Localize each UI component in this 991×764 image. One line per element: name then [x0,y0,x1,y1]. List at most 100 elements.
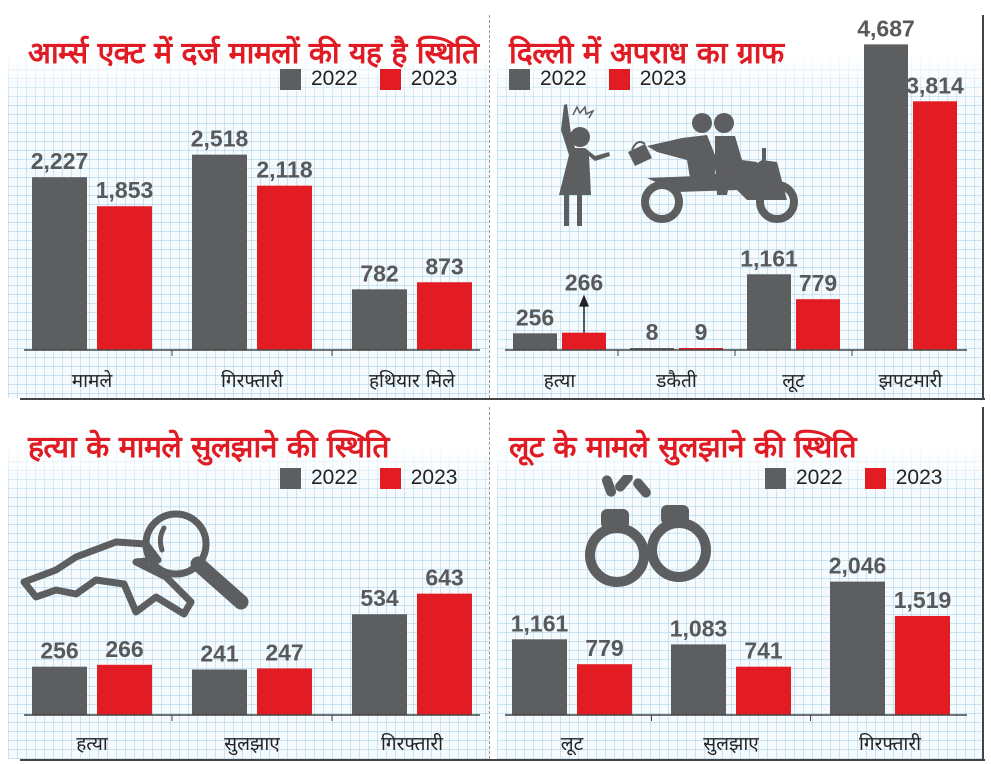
value-label: 2,046 [829,553,887,579]
legend: 2022 2023 [280,466,471,490]
category-label: हत्या [76,733,109,755]
chart-title: दिल्ली में अपराध का ग्राफ [509,36,784,71]
bar-2023 [796,299,840,350]
bar-2022 [671,644,726,715]
value-label: 241 [200,641,239,667]
legend: 2022 2023 [509,67,700,91]
value-label: 741 [744,638,783,664]
value-label: 247 [265,639,303,665]
bar-2022 [630,348,674,350]
legend-swatch-2023 [608,68,630,90]
legend-label-2022: 2022 [796,466,843,489]
value-label: 779 [585,635,623,661]
legend-label-2023: 2023 [639,67,687,90]
bar-2022 [32,177,87,350]
value-label: 256 [516,304,554,330]
value-label: 4,687 [857,15,915,41]
legend: 2022 2023 [765,466,956,490]
legend-item-2023: 2023 [379,466,458,490]
legend-item-2023: 2023 [608,67,687,91]
value-label: 2,227 [31,148,89,174]
value-label: 256 [40,638,78,664]
value-label: 1,083 [670,615,728,641]
bar-chart: 1,161 779 लूट 1,083 741 सुलझाए 2,046 1,519 गिरफ्… [505,553,967,756]
bar-2023 [562,332,606,350]
value-label: 266 [565,270,603,296]
legend-swatch-2022 [509,68,530,90]
panel-robbery-solved: लूट के मामले सुलझाने की स्थिति 2022 2023… [497,407,984,759]
legend-swatch-2023 [864,467,886,489]
value-label: 1,853 [96,177,154,203]
value-label: 1,519 [894,587,952,613]
panel-delhi-crime: दिल्ली में अपराध का ग्राफ 2022 2023 [497,15,984,398]
bar-2023 [257,185,312,350]
legend-label-2023: 2023 [895,466,943,489]
category-label: गिरफ्तारी [859,732,922,755]
bar-2023 [97,664,152,715]
value-label: 873 [425,253,463,279]
legend-swatch-2022 [280,68,301,90]
bar-2023 [736,666,791,715]
category-label: सुलझाए [224,733,280,756]
divider [20,759,985,761]
bar-chart: 256 266 हत्या 241 247 सुलझाए 534 643 गिरफ्तारी [24,565,480,756]
chart-title: हत्या के मामले सुलझाने की स्थिति [28,430,389,465]
value-label: 9 [695,319,708,345]
value-label: 2,118 [256,157,312,183]
legend: 2022 2023 [280,67,471,91]
bar-2022 [352,614,407,715]
bar-2023 [417,593,472,715]
legend-label-2022: 2022 [540,67,587,90]
legend-swatch-2022 [765,467,786,489]
bar-2023 [417,282,472,350]
category-label: सुलझाए [703,733,759,756]
bar-2022 [830,581,885,715]
value-label: 1,161 [511,610,569,636]
handcuffs-icon [585,475,711,587]
legend-item-2023: 2023 [864,466,943,490]
bar-2022 [192,669,247,715]
category-label: झपटमारी [879,369,944,392]
divider [20,398,985,400]
legend-swatch-2023 [379,68,401,90]
legend-label-2022: 2022 [311,67,358,90]
value-label: 779 [799,270,837,296]
bar-2022 [513,333,557,350]
bar-2023 [913,101,957,351]
panel-arms-act: आर्म्स एक्ट में दर्ज मामलों की यह है स्थ… [8,15,490,398]
legend-label-2023: 2023 [410,67,458,90]
chart-title: लूट के मामले सुलझाने की स्थिति [509,430,857,465]
magnifier-body-outline-icon [20,510,249,618]
value-label: 3,814 [906,72,964,98]
bar-chart: 2,227 1,853 मामले 2,518 2,118 गिरफ्तारी 782 873… [24,126,480,392]
panel-murder-solved: हत्या के मामले सुलझाने की स्थिति 2022 20… [8,407,490,759]
bar-2023 [679,348,723,350]
bar-2022 [864,44,908,351]
bar-2023 [97,206,152,350]
value-label: 8 [646,319,659,345]
category-label: गिरफ्तारी [221,369,284,392]
category-label: लूट [561,733,584,756]
category-label: लूट [782,370,805,393]
legend-item-2022: 2022 [280,466,358,490]
up-arrow-icon [579,294,589,307]
bar-2022 [352,289,407,350]
category-label: हत्या [544,370,577,392]
value-label: 782 [360,260,398,286]
value-label: 2,518 [191,126,249,152]
legend-item-2022: 2022 [280,67,358,91]
legend-swatch-2023 [379,467,401,489]
legend-label-2023: 2023 [410,466,458,489]
bar-2023 [577,664,632,715]
bar-2023 [257,668,312,715]
legend-swatch-2022 [280,467,301,489]
value-label: 534 [360,585,399,611]
bar-2022 [747,274,791,350]
chart-title: आर्म्स एक्ट में दर्ज मामलों की यह है स्थ… [28,36,479,71]
bar-2022 [192,154,247,350]
bar-2023 [895,615,950,715]
category-label: मामले [72,369,114,392]
snatching-icon [559,104,798,226]
value-label: 1,161 [740,245,798,271]
bar-2022 [32,666,87,715]
